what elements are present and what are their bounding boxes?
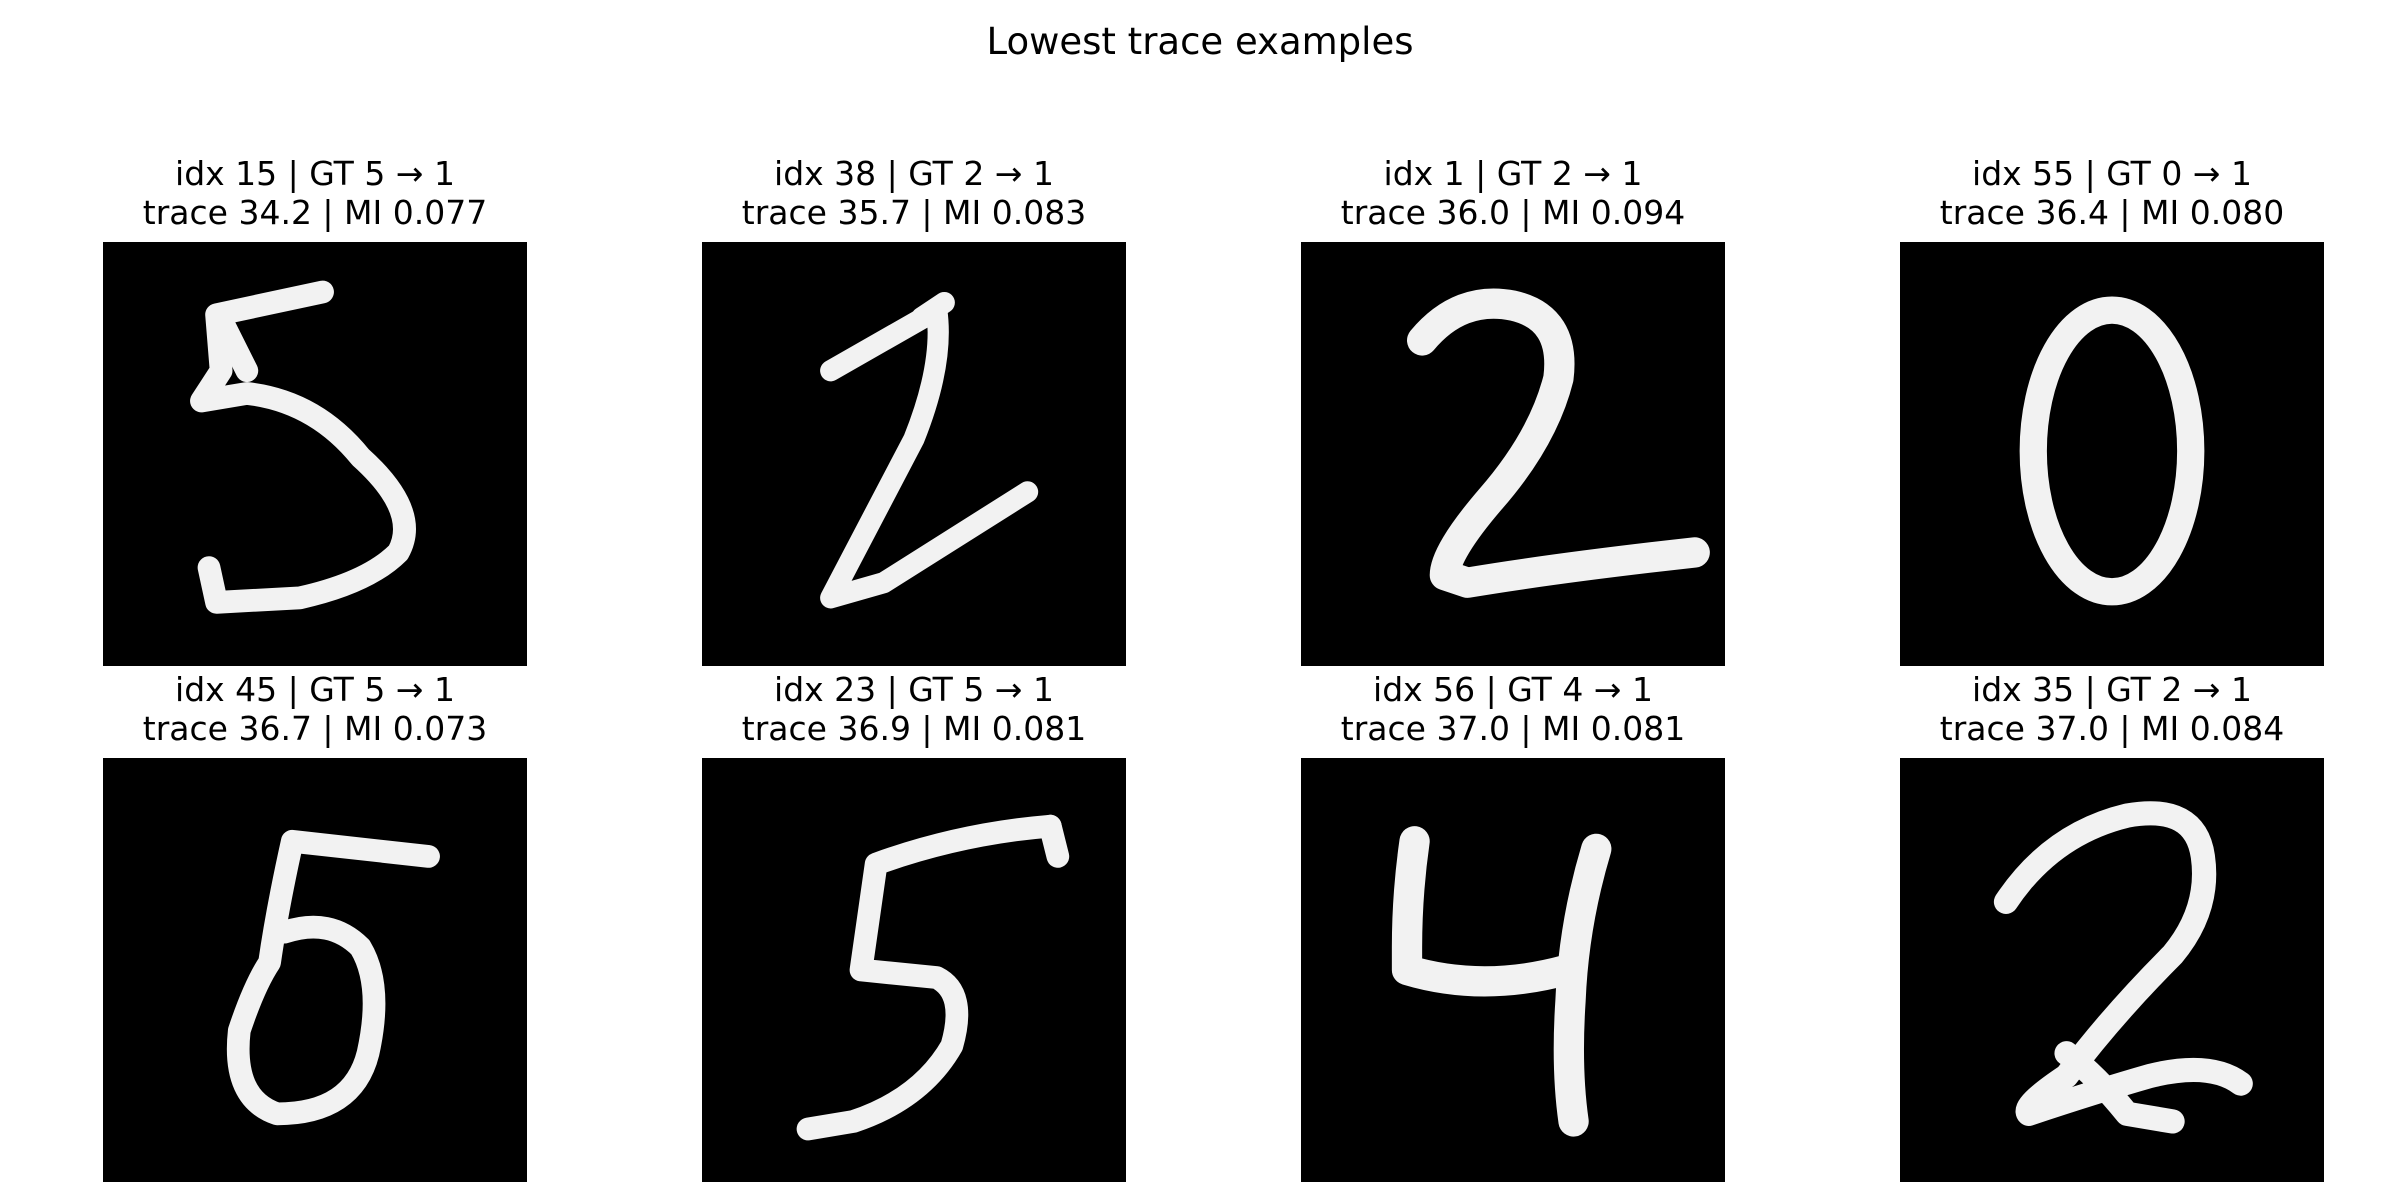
panel-title: idx 56 | GT 4 → 1 trace 37.0 | MI 0.081 (1241, 670, 1785, 748)
panel-title: idx 38 | GT 2 → 1 trace 35.7 | MI 0.083 (642, 154, 1186, 232)
digit-image-2 (1900, 758, 2324, 1182)
digit-image-2 (1301, 242, 1725, 666)
digit-image-5 (103, 242, 527, 666)
panel-title: idx 55 | GT 0 → 1 trace 36.4 | MI 0.080 (1840, 154, 2384, 232)
panel-title-line2: trace 36.7 | MI 0.073 (142, 709, 488, 748)
panel-title-line1: idx 35 | GT 2 → 1 (1972, 670, 2252, 709)
digit-image-5 (103, 758, 527, 1182)
figure-title: Lowest trace examples (986, 20, 1414, 63)
digit-image-5 (702, 758, 1126, 1182)
digit-image-2 (702, 242, 1126, 666)
panel-title-line2: trace 34.2 | MI 0.077 (142, 193, 488, 232)
panel-title: idx 35 | GT 2 → 1 trace 37.0 | MI 0.084 (1840, 670, 2384, 748)
panel-title: idx 23 | GT 5 → 1 trace 36.9 | MI 0.081 (642, 670, 1186, 748)
panel-title-line2: trace 36.9 | MI 0.081 (741, 709, 1087, 748)
panel-title-line1: idx 55 | GT 0 → 1 (1972, 154, 2252, 193)
panel-title-line1: idx 23 | GT 5 → 1 (774, 670, 1054, 709)
digit-image-0 (1900, 242, 2324, 666)
panel-title-line2: trace 36.4 | MI 0.080 (1939, 193, 2285, 232)
panel-title: idx 15 | GT 5 → 1 trace 34.2 | MI 0.077 (43, 154, 587, 232)
panel-title-line1: idx 45 | GT 5 → 1 (175, 670, 455, 709)
panel-title-line2: trace 35.7 | MI 0.083 (741, 193, 1087, 232)
panel-title: idx 45 | GT 5 → 1 trace 36.7 | MI 0.073 (43, 670, 587, 748)
panel-title-line1: idx 1 | GT 2 → 1 (1383, 154, 1643, 193)
panel-title-line2: trace 37.0 | MI 0.084 (1939, 709, 2285, 748)
digit-image-4 (1301, 758, 1725, 1182)
panel-title-line1: idx 15 | GT 5 → 1 (175, 154, 455, 193)
panel-title-line2: trace 36.0 | MI 0.094 (1340, 193, 1686, 232)
panel-title-line1: idx 56 | GT 4 → 1 (1373, 670, 1653, 709)
panel-title: idx 1 | GT 2 → 1 trace 36.0 | MI 0.094 (1241, 154, 1785, 232)
panel-title-line2: trace 37.0 | MI 0.081 (1340, 709, 1686, 748)
panel-title-line1: idx 38 | GT 2 → 1 (774, 154, 1054, 193)
